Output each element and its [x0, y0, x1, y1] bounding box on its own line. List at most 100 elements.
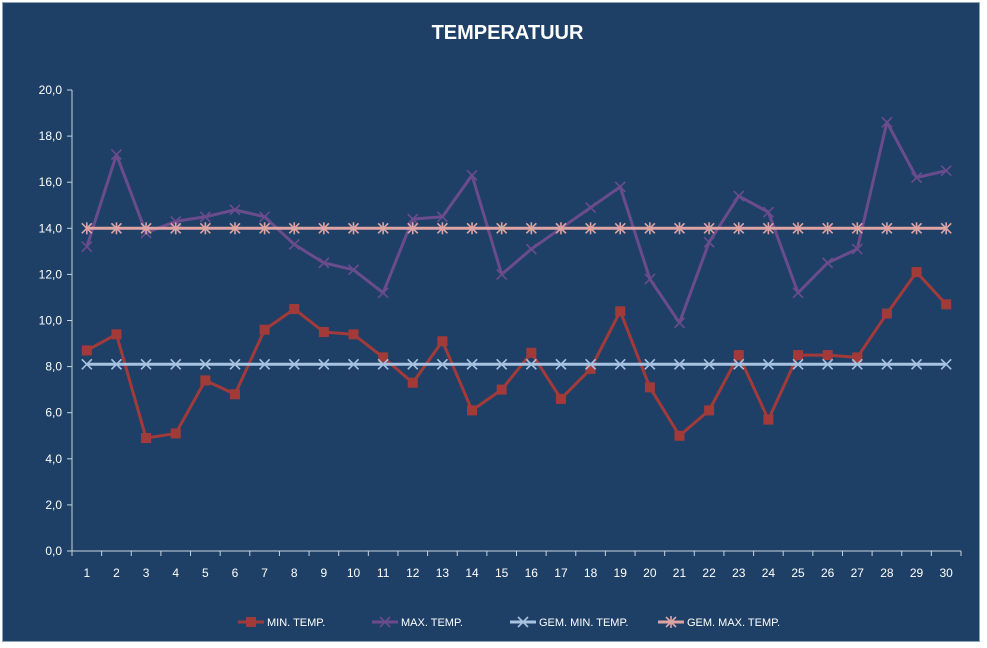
marker-stroke: [259, 211, 271, 223]
data-point: [288, 358, 300, 370]
marker-stroke: [347, 358, 360, 370]
data-point: [318, 257, 330, 269]
data-point: [526, 347, 537, 358]
data-point: [347, 358, 360, 370]
marker-stroke: [110, 148, 123, 161]
data-point: [347, 222, 360, 235]
y-tick-label: 8,0: [45, 360, 62, 374]
chart-area: [2, 2, 980, 642]
marker-stroke: [318, 358, 330, 370]
data-point: [525, 222, 537, 235]
marker-stroke: [644, 358, 656, 370]
data-point: [792, 222, 804, 235]
data-point: [674, 430, 685, 441]
x-tick-label: 18: [584, 566, 598, 580]
marker-stroke: [496, 268, 508, 280]
marker-stroke: [110, 358, 123, 370]
data-point: [407, 222, 419, 235]
data-point: [881, 308, 892, 319]
x-tick-label: 16: [525, 566, 539, 580]
x-tick-label: 2: [113, 566, 120, 580]
series-max-temp: [81, 116, 952, 329]
data-point: [941, 299, 952, 310]
marker-stroke: [822, 257, 834, 269]
data-point: [466, 222, 478, 235]
series-line: [85, 120, 947, 325]
series-min-temp: [81, 267, 952, 444]
data-point: [763, 414, 774, 425]
x-tick-label: 19: [614, 566, 628, 580]
data-point: [81, 241, 93, 253]
marker-stroke: [585, 358, 597, 370]
data-point: [851, 243, 863, 255]
data-point: [436, 222, 448, 235]
data-point: [792, 287, 804, 299]
data-point: [793, 350, 804, 361]
legend-item-gem-max-temp: GEM. MAX. TEMP.: [658, 616, 780, 629]
data-point: [436, 358, 448, 370]
x-tick-label: 1: [83, 566, 90, 580]
legend-marker: [246, 617, 256, 627]
data-point: [555, 222, 567, 235]
x-tick-label: 9: [321, 566, 328, 580]
data-point: [822, 358, 834, 370]
data-point: [585, 222, 597, 235]
marker-stroke: [496, 358, 508, 370]
x-tick-label: 27: [851, 566, 865, 580]
series-gem-max-temp: [81, 222, 952, 235]
data-point: [673, 317, 686, 329]
marker-stroke: [517, 616, 529, 628]
marker-stroke: [347, 264, 360, 276]
marker-stroke: [81, 241, 93, 253]
y-tick-label: 2,0: [45, 498, 62, 512]
marker-stroke: [140, 358, 152, 370]
x-tick-label: 13: [436, 566, 450, 580]
data-point: [229, 358, 241, 370]
marker-stroke: [170, 358, 182, 370]
data-point: [940, 358, 952, 370]
data-point: [229, 222, 241, 235]
marker-stroke: [703, 236, 715, 248]
x-tick-label: 15: [495, 566, 509, 580]
y-tick-label: 16,0: [39, 175, 63, 189]
data-point: [614, 358, 626, 370]
data-point: [525, 243, 537, 255]
y-tick-label: 4,0: [45, 452, 62, 466]
x-tick-label: 23: [732, 566, 746, 580]
x-tick-label: 25: [791, 566, 805, 580]
marker-stroke: [881, 358, 893, 370]
data-point: [585, 363, 596, 374]
data-point: [704, 405, 715, 416]
data-point: [733, 190, 745, 202]
x-tick-label: 17: [554, 566, 568, 580]
data-point: [673, 358, 686, 370]
data-point: [289, 303, 300, 314]
data-point: [170, 428, 181, 439]
data-point: [733, 222, 745, 235]
data-point: [259, 358, 271, 370]
x-tick-label: 5: [202, 566, 209, 580]
data-point: [525, 358, 537, 370]
legend-item-min-temp: MIN. TEMP.: [238, 617, 325, 629]
marker-stroke: [733, 190, 745, 202]
data-point: [141, 433, 152, 444]
data-point: [496, 222, 508, 235]
marker-stroke: [762, 358, 774, 370]
data-point: [644, 273, 656, 285]
data-point: [318, 222, 330, 235]
marker-stroke: [851, 243, 863, 255]
x-tick-label: 21: [673, 566, 687, 580]
data-point: [555, 358, 567, 370]
data-point: [81, 345, 92, 356]
data-point: [199, 222, 211, 235]
data-point: [852, 352, 863, 363]
data-point: [703, 222, 715, 235]
data-point: [881, 358, 893, 370]
marker-stroke: [614, 181, 626, 193]
x-tick-label: 6: [232, 566, 239, 580]
marker-stroke: [229, 358, 241, 370]
marker-stroke: [822, 358, 834, 370]
marker-stroke: [644, 273, 656, 285]
data-point: [259, 222, 271, 235]
marker-stroke: [436, 358, 448, 370]
